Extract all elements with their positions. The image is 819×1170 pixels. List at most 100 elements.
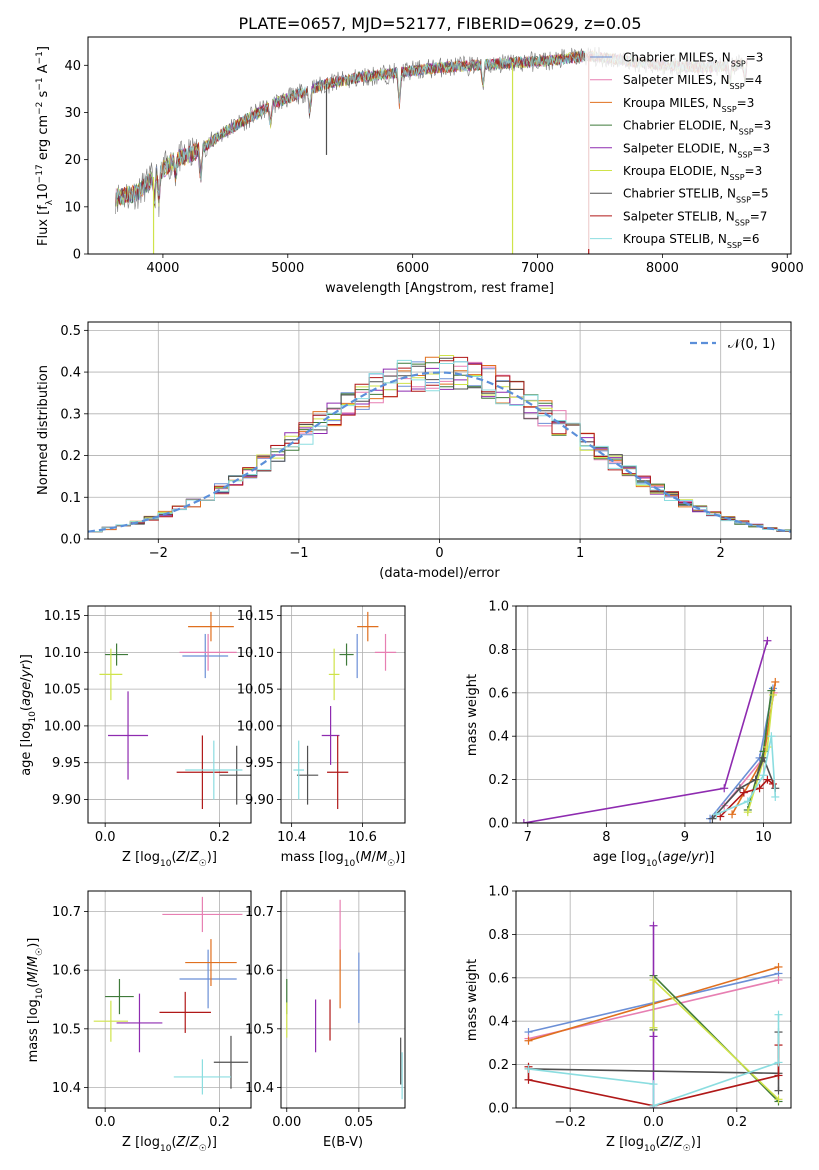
- x-tick-label: 0.0: [643, 1115, 664, 1130]
- plot-area: [516, 891, 791, 1108]
- x-tick-label: 0.2: [209, 830, 230, 845]
- x-tick-label: 9: [681, 830, 689, 845]
- legend-label: Salpeter ELODIE, NSSP=3: [623, 141, 770, 159]
- legend-label: Chabrier STELIB, NSSP=5: [623, 187, 769, 205]
- y-axis-label: mass weight: [465, 674, 480, 756]
- x-axis-label: (data-model)/error: [379, 566, 500, 581]
- axes-frame: [515, 890, 792, 1109]
- y-tick-label: 0.8: [488, 928, 509, 943]
- axes-frame: [515, 605, 792, 824]
- y-tick-label: 9.95: [52, 756, 81, 771]
- y-tick-label: 0.2: [60, 449, 81, 464]
- weight-line: [523, 640, 769, 823]
- y-tick-label: 10.05: [44, 683, 81, 698]
- y-tick-label: 30: [64, 106, 81, 121]
- x-tick-label: 8: [602, 830, 610, 845]
- y-tick-label: 0.5: [60, 324, 81, 339]
- weight-line: [652, 978, 780, 1100]
- y-tick-label: 10.4: [245, 1081, 274, 1096]
- x-axis-label: Z [log10(Z/Z☉)]: [122, 850, 217, 869]
- y-tick-label: 0.4: [60, 366, 81, 381]
- panels: 4000 5000 6000 7000 8000 9000010203040wavelen…: [19, 36, 804, 1154]
- x-tick-label: 10: [755, 830, 772, 845]
- x-axis-label: age [log10(age/yr)]: [593, 850, 715, 869]
- y-tick-label: 10.6: [52, 964, 81, 979]
- x-tick-label: 0: [435, 546, 443, 561]
- x-tick-label: −0.2: [554, 1115, 586, 1130]
- y-tick-label: 9.90: [52, 793, 81, 808]
- x-tick-label: 0.0: [95, 830, 116, 845]
- axes-frame: [87, 321, 792, 540]
- x-tick-label: 7: [524, 830, 532, 845]
- plot-area: [516, 606, 791, 823]
- plot-area: [281, 891, 405, 1108]
- y-tick-label: 10.05: [237, 683, 274, 698]
- y-tick-label: 10.15: [237, 609, 274, 624]
- y-tick-label: 20: [64, 153, 81, 168]
- x-axis-label: wavelength [Angstrom, rest frame]: [325, 281, 554, 296]
- y-tick-label: 1.0: [488, 600, 509, 615]
- legend-label: Kroupa ELODIE, NSSP=3: [623, 164, 762, 182]
- y-tick-label: 0.4: [488, 1015, 509, 1030]
- x-tick-label: 0.2: [209, 1115, 230, 1130]
- y-axis-label: Normed distribution: [36, 365, 51, 495]
- legend-box: [585, 44, 785, 249]
- y-axis-label: mass [log10(M/M☉)]: [26, 938, 45, 1063]
- figure-title: PLATE=0657, MJD=52177, FIBERID=0629, z=0…: [238, 14, 641, 33]
- y-tick-label: 0.4: [488, 730, 509, 745]
- y-tick-label: 0.0: [488, 817, 509, 832]
- x-axis-label: mass [log10(M/M☉)]: [281, 850, 406, 869]
- y-tick-label: 0.1: [60, 491, 81, 506]
- y-tick-label: 9.90: [245, 793, 274, 808]
- panel-mass_vs_EBV: 0.00 0.05 10.4 10.5 10.6 10.7 E(B-V): [245, 890, 406, 1150]
- x-axis-label: E(B-V): [323, 1135, 363, 1150]
- y-tick-label: 9.95: [245, 756, 274, 771]
- y-tick-label: 0.3: [60, 407, 81, 422]
- legend-label: Kroupa STELIB, NSSP=6: [623, 232, 760, 250]
- x-tick-label: −2: [149, 546, 168, 561]
- panel-spectrum: 4000 5000 6000 7000 8000 9000 0 10 20 30 40 wavelen…: [35, 36, 804, 296]
- legend-label: Chabrier ELODIE, NSSP=3: [623, 119, 771, 137]
- y-tick-label: 0.0: [488, 1102, 509, 1117]
- y-tick-label: 0.0: [60, 533, 81, 548]
- axes-frame: [280, 890, 406, 1109]
- y-tick-label: 0.2: [488, 773, 509, 788]
- y-axis-label: age [log10(age/yr)]: [19, 654, 38, 776]
- y-tick-label: 0.2: [488, 1058, 509, 1073]
- plot-area: [281, 606, 405, 823]
- x-tick-label: 7000: [521, 261, 554, 276]
- x-tick-label: 5000: [271, 261, 304, 276]
- histogram-step: [88, 359, 791, 533]
- axes-frame: [87, 605, 252, 824]
- x-tick-label: 8000: [646, 261, 679, 276]
- x-tick-label: 0.2: [726, 1115, 747, 1130]
- x-tick-label: 4000: [146, 261, 179, 276]
- legend-label: Salpeter STELIB, NSSP=7: [623, 209, 767, 227]
- panel-age_vs_mass: 10.4 10.6 9.90 9.95 10.00 10.05 10.10 10.15 mass…: [237, 605, 406, 869]
- y-tick-label: 1.0: [488, 885, 509, 900]
- y-axis-label: mass weight: [465, 959, 480, 1041]
- legend-label: Chabrier MILES, NSSP=3: [623, 51, 763, 69]
- panel-mass_weight_vs_Z: −0.2 0.0 0.2 0.0 0.2 0.4 0.6 0.8 1.0 Z [log10(Z/Z…: [465, 885, 792, 1154]
- x-axis-label: Z [log10(Z/Z☉)]: [122, 1135, 217, 1154]
- y-tick-label: 0.8: [488, 643, 509, 658]
- y-tick-label: 10.00: [44, 719, 81, 734]
- y-tick-label: 10: [64, 200, 81, 215]
- x-axis-label: Z [log10(Z/Z☉)]: [606, 1135, 701, 1154]
- y-tick-label: 10.7: [52, 905, 81, 920]
- legend: Chabrier MILES, NSSP=3 Salpeter MILES, NS…: [585, 44, 785, 250]
- y-tick-label: 10.15: [44, 609, 81, 624]
- x-tick-label: 6000: [396, 261, 429, 276]
- legend-label: 𝒩(0, 1): [728, 337, 775, 352]
- x-tick-label: 0.05: [344, 1115, 373, 1130]
- x-tick-label: −1: [289, 546, 308, 561]
- axes-frame: [87, 36, 792, 255]
- plot-area: [88, 891, 251, 1108]
- y-tick-label: 0.6: [488, 686, 509, 701]
- panel-mass_vs_Z: 0.0 0.2 10.4 10.5 10.6 10.7 Z [log10(Z/Z☉)] mas…: [26, 890, 252, 1154]
- y-tick-label: 10.4: [52, 1081, 81, 1096]
- panel-residuals: −2 −1 0 1 2 0.0 0.1 0.2 0.3 0.4 0.5 (data-model)/er…: [36, 321, 792, 581]
- normal-curve: [88, 371, 791, 533]
- legend-label: Kroupa MILES, NSSP=3: [623, 96, 754, 114]
